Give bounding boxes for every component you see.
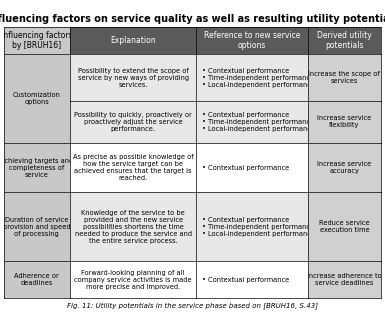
Text: As precise as possible knowledge of
how the service target can be
achieved ensur: As precise as possible knowledge of how … [73, 154, 193, 181]
Text: Increase service
flexibility: Increase service flexibility [317, 115, 372, 128]
Text: • Contextual performance: • Contextual performance [202, 277, 289, 283]
Text: Increase the scope of
services: Increase the scope of services [308, 71, 380, 84]
Text: Reduce service
execution time: Reduce service execution time [319, 220, 370, 233]
Text: Customization
options: Customization options [13, 92, 61, 105]
Text: Influencing factors
by [BRUH16]: Influencing factors by [BRUH16] [1, 31, 73, 50]
Text: • Contextual performance
• Time-independent performance
• Local-independent perf: • Contextual performance • Time-independ… [202, 68, 315, 88]
Text: Increase adherence to
service deadlines: Increase adherence to service deadlines [307, 273, 382, 286]
Text: Duration of service
provision and speed
of processing: Duration of service provision and speed … [3, 217, 71, 237]
Text: • Contextual performance: • Contextual performance [202, 165, 289, 171]
Text: Influencing factors on service quality as well as resulting utility potentials: Influencing factors on service quality a… [0, 14, 385, 24]
Text: Achieving targets and
completeness of
service: Achieving targets and completeness of se… [0, 158, 74, 177]
Text: Explanation: Explanation [110, 36, 156, 45]
Text: Possibility to quickly, proactively or
proactively adjust the service
performanc: Possibility to quickly, proactively or p… [74, 112, 192, 132]
Text: Adherence or
deadlines: Adherence or deadlines [15, 273, 59, 286]
Text: Fig. 11: Utility potentials in the service phase based on [BRUH16, S.43]: Fig. 11: Utility potentials in the servi… [67, 302, 318, 309]
Text: Knowledge of the service to be
provided and the new service
possibilities shorte: Knowledge of the service to be provided … [75, 210, 192, 244]
Text: Possibility to extend the scope of
service by new ways of providing
services.: Possibility to extend the scope of servi… [77, 68, 189, 88]
Text: Forward-looking planning of all
company service activities is made
more precise : Forward-looking planning of all company … [74, 270, 192, 290]
Text: Increase service
accuracy: Increase service accuracy [317, 161, 372, 174]
Text: • Contextual performance
• Time-independent performance
• Local-independent perf: • Contextual performance • Time-independ… [202, 217, 315, 237]
Text: Derived utility
potentials: Derived utility potentials [317, 31, 372, 50]
Text: • Contextual performance
• Time-independent performance
• Local-independent perf: • Contextual performance • Time-independ… [202, 112, 315, 132]
Text: Reference to new service
options: Reference to new service options [204, 31, 300, 50]
